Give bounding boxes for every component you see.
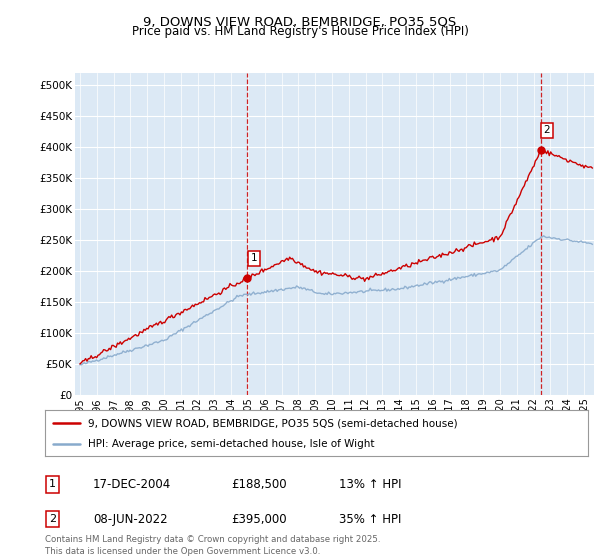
Text: 9, DOWNS VIEW ROAD, BEMBRIDGE, PO35 5QS: 9, DOWNS VIEW ROAD, BEMBRIDGE, PO35 5QS xyxy=(143,16,457,29)
Text: 13% ↑ HPI: 13% ↑ HPI xyxy=(339,478,401,491)
Text: 9, DOWNS VIEW ROAD, BEMBRIDGE, PO35 5QS (semi-detached house): 9, DOWNS VIEW ROAD, BEMBRIDGE, PO35 5QS … xyxy=(88,418,458,428)
Text: Contains HM Land Registry data © Crown copyright and database right 2025.
This d: Contains HM Land Registry data © Crown c… xyxy=(45,535,380,556)
Text: 2: 2 xyxy=(49,514,56,524)
Text: 08-JUN-2022: 08-JUN-2022 xyxy=(93,512,167,526)
Text: 35% ↑ HPI: 35% ↑ HPI xyxy=(339,512,401,526)
Text: £395,000: £395,000 xyxy=(231,512,287,526)
Text: 2: 2 xyxy=(544,125,550,136)
Text: Price paid vs. HM Land Registry's House Price Index (HPI): Price paid vs. HM Land Registry's House … xyxy=(131,25,469,38)
Text: HPI: Average price, semi-detached house, Isle of Wight: HPI: Average price, semi-detached house,… xyxy=(88,438,375,449)
Text: 1: 1 xyxy=(49,479,56,489)
Text: 17-DEC-2004: 17-DEC-2004 xyxy=(93,478,171,491)
Text: £188,500: £188,500 xyxy=(231,478,287,491)
Text: 1: 1 xyxy=(251,253,257,263)
